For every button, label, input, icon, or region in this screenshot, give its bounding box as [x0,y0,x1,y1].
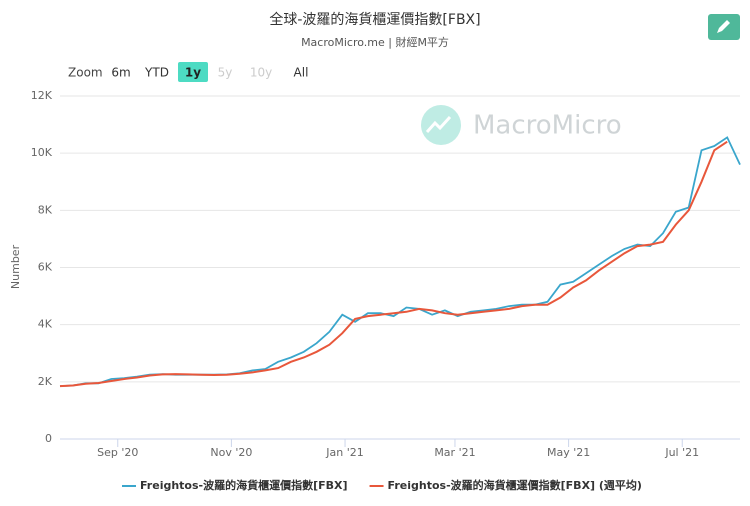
x-tick-label: Sep '20 [97,446,138,459]
y-tick-label: 2K [38,375,53,388]
y-tick-label: 0 [45,432,52,445]
x-tick-label: Nov '20 [210,446,252,459]
range-button[interactable]: 6m [111,66,130,80]
legend-label[interactable]: Freightos-波羅的海貨櫃運價指數[FBX] (週平均) [388,478,642,492]
range-button: 10y [250,66,272,80]
x-tick-label: Jul '21 [664,446,699,459]
watermark: MacroMicro [473,111,622,141]
range-button: 5y [218,66,233,80]
chart-subtitle: MacroMicro.me | 財經M平方 [301,35,449,49]
x-tick-label: Jan '21 [325,446,363,459]
y-tick-label: 6K [38,261,53,274]
x-tick-label: May '21 [547,446,590,459]
edit-button[interactable] [708,14,740,40]
y-tick-label: 4K [38,318,53,331]
series-line [59,140,728,388]
watermark-logo [421,105,461,145]
zoom-label: Zoom [68,66,103,80]
x-tick-label: Mar '21 [434,446,475,459]
y-tick-label: 8K [38,203,53,216]
y-axis-label: Number [9,244,22,289]
range-button[interactable]: All [294,66,309,80]
range-button[interactable]: 1y [185,66,201,80]
range-button-bg [178,62,208,82]
chart-title: 全球-波羅的海貨櫃運價指數[FBX] [269,11,480,28]
range-button[interactable]: YTD [144,66,169,80]
legend-label[interactable]: Freightos-波羅的海貨櫃運價指數[FBX] [140,478,348,492]
y-tick-label: 12K [31,89,53,102]
y-tick-label: 10K [31,146,53,159]
